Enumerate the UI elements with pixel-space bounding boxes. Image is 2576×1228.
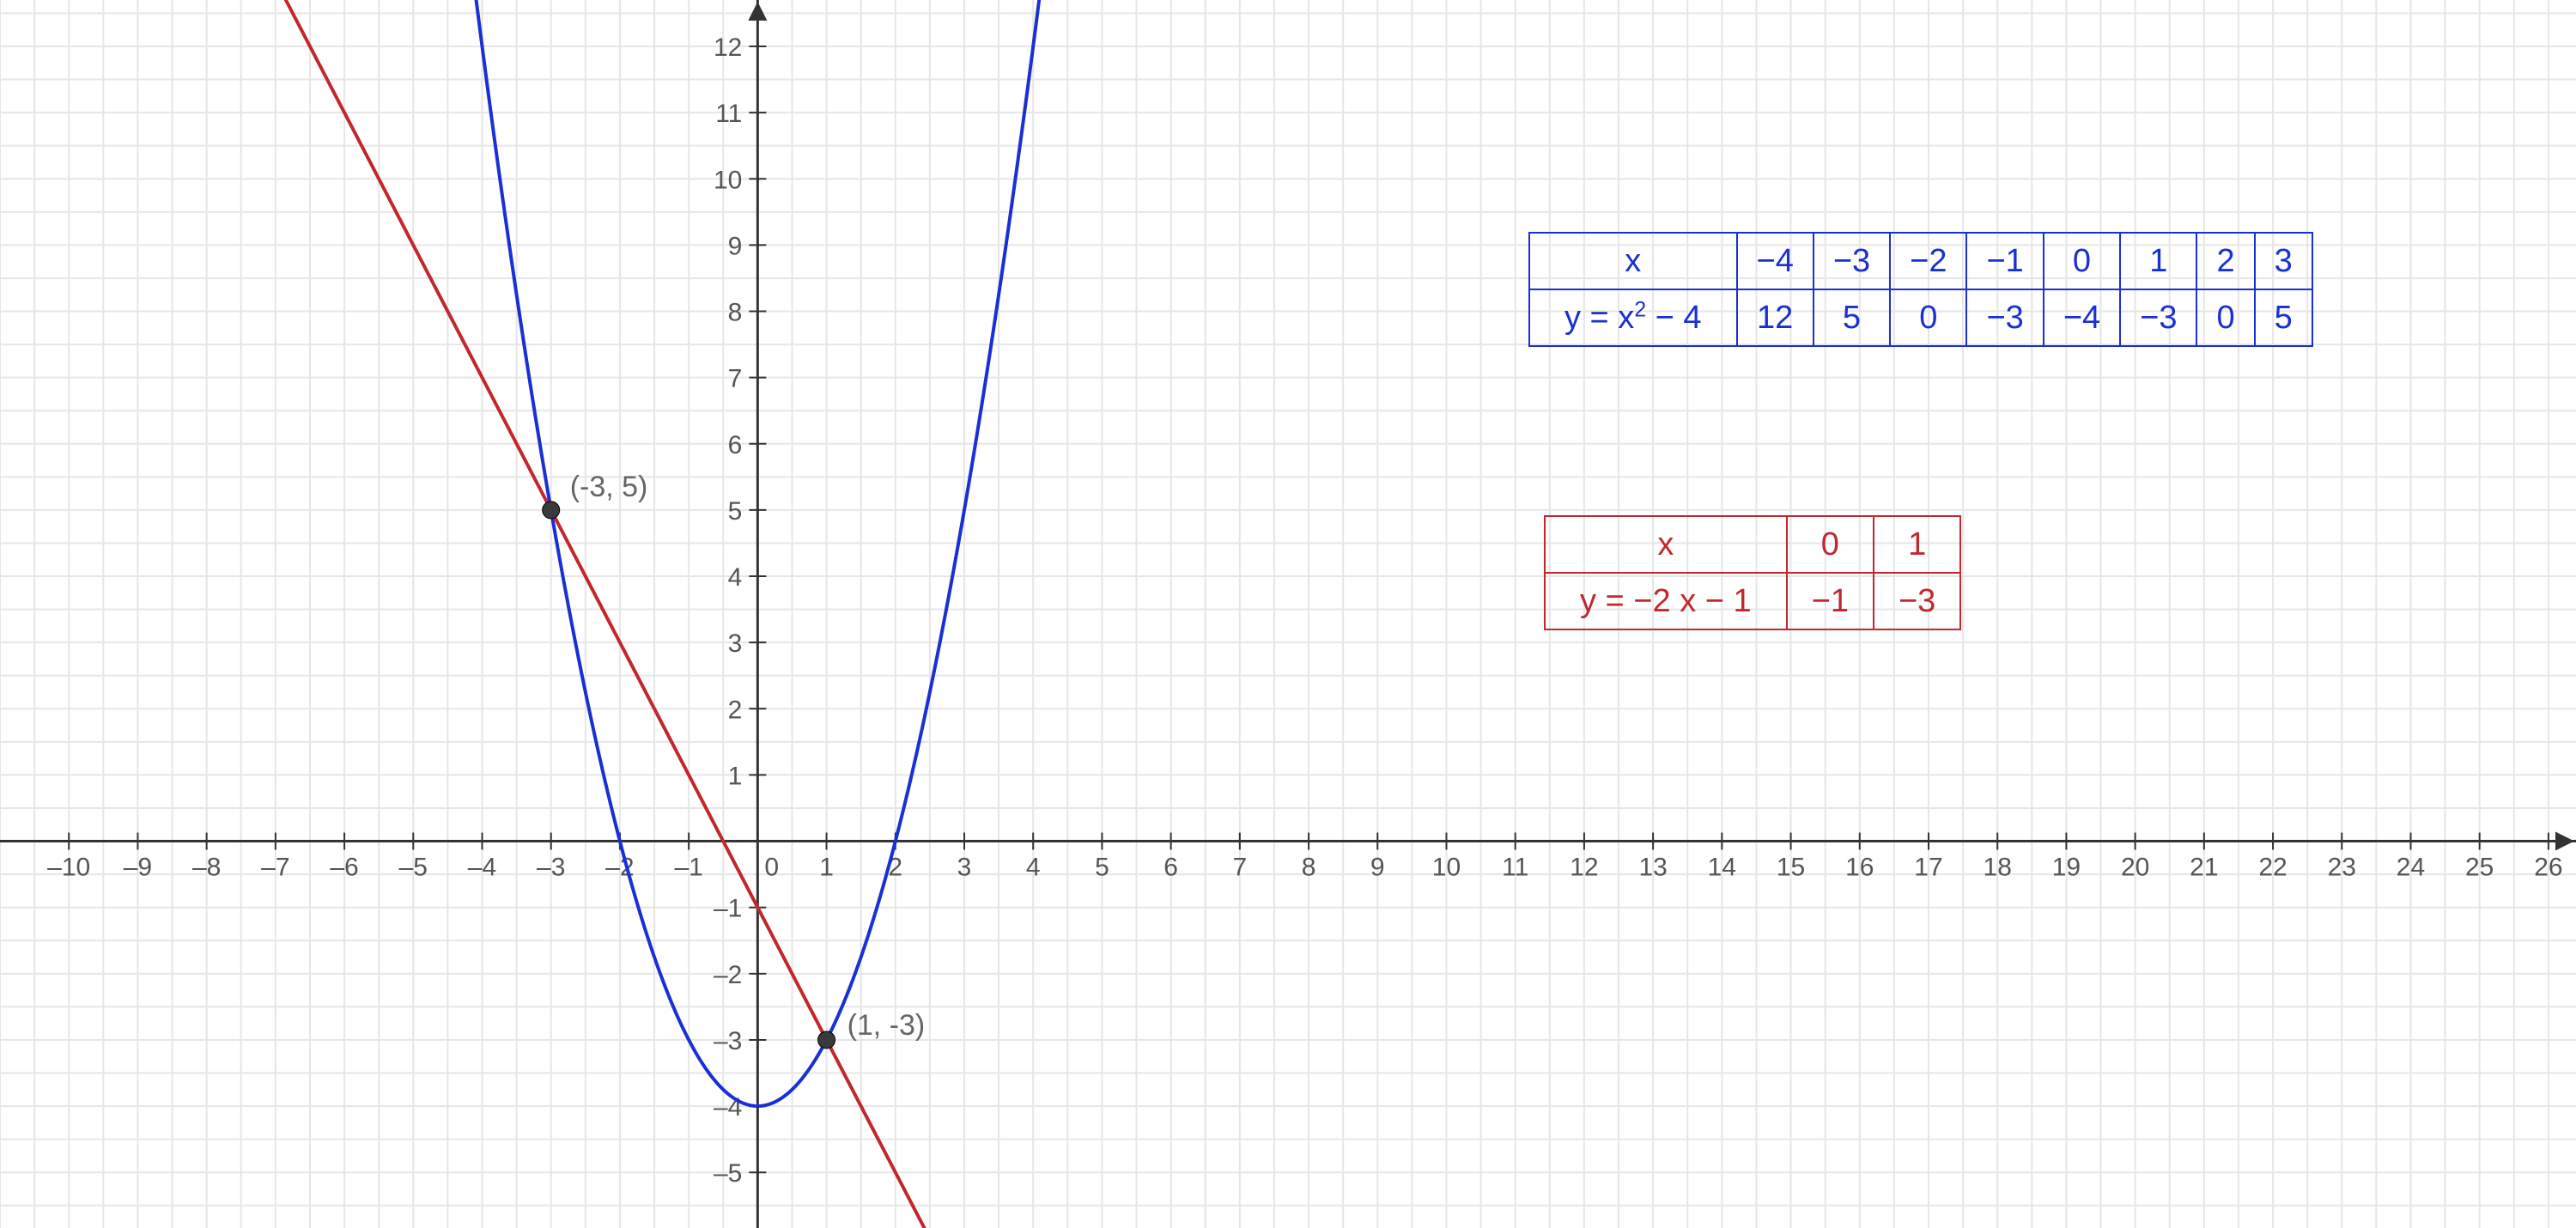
x-tick-label: –5 xyxy=(399,854,428,882)
x-tick-label: 10 xyxy=(1432,854,1461,882)
x-tick-label: 4 xyxy=(1026,854,1041,882)
table-header-y: y = −2 x − 1 xyxy=(1545,573,1787,629)
x-tick-label: 24 xyxy=(2397,854,2425,882)
x-tick-label: –3 xyxy=(537,854,565,882)
x-tick-label: 1 xyxy=(819,854,834,882)
y-tick-label: –5 xyxy=(714,1159,742,1188)
x-tick-label: 16 xyxy=(1845,854,1874,882)
x-tick-label: 3 xyxy=(957,854,972,882)
y-tick-label: –4 xyxy=(714,1093,742,1122)
y-tick-label: 4 xyxy=(728,563,743,592)
y-tick-label: –3 xyxy=(714,1027,742,1055)
x-tick-label: 8 xyxy=(1302,854,1316,882)
line-value-table: x01 y = −2 x − 1−1−3 xyxy=(1544,515,1961,630)
x-tick-label: 17 xyxy=(1914,854,1942,882)
table-cell-y: 12 xyxy=(1737,289,1814,346)
x-tick-label: –8 xyxy=(192,854,221,882)
y-tick-label: –1 xyxy=(714,895,742,923)
y-tick-label: 8 xyxy=(728,299,743,327)
y-tick-label: 2 xyxy=(728,696,743,724)
y-tick-label: 6 xyxy=(728,431,743,459)
x-tick-label: 7 xyxy=(1233,854,1248,882)
table-cell-y: 0 xyxy=(1890,289,1966,346)
intersection-point xyxy=(543,502,560,519)
x-tick-label: 5 xyxy=(1095,854,1109,882)
x-tick-label: –1 xyxy=(674,854,702,882)
table-cell-x: −2 xyxy=(1890,233,1966,289)
table-cell-x: −3 xyxy=(1814,233,1890,289)
table-cell-x: −4 xyxy=(1737,233,1814,289)
x-tick-label: 26 xyxy=(2534,854,2562,882)
x-tick-label: 22 xyxy=(2258,854,2287,882)
table-cell-y: −3 xyxy=(1966,289,2043,346)
x-tick-label: 9 xyxy=(1370,854,1385,882)
table-cell-x: 3 xyxy=(2255,233,2312,289)
y-tick-label: 11 xyxy=(715,100,742,128)
table-cell-y: −1 xyxy=(1787,573,1874,629)
x-tick-label: 18 xyxy=(1984,854,2012,882)
x-tick-label: 15 xyxy=(1777,854,1805,882)
table-cell-y: 0 xyxy=(2196,289,2254,346)
x-tick-label: 14 xyxy=(1708,854,1736,882)
table-header-x: x xyxy=(1529,233,1737,289)
x-tick-label: –7 xyxy=(261,854,289,882)
y-tick-label: 9 xyxy=(728,232,743,260)
y-tick-label: 7 xyxy=(728,365,743,393)
x-tick-label: 11 xyxy=(1502,854,1528,882)
table-cell-x: 1 xyxy=(1874,516,1960,573)
x-tick-label: 12 xyxy=(1570,854,1598,882)
x-tick-label: 21 xyxy=(2190,854,2218,882)
intersection-point-label: (-3, 5) xyxy=(570,471,648,503)
plot-bg xyxy=(0,0,2576,1228)
table-cell-y: 5 xyxy=(1814,289,1890,346)
table-header-y: y = x2 − 4 xyxy=(1529,289,1737,346)
x-tick-label: –6 xyxy=(330,854,358,882)
table-cell-y: −3 xyxy=(2120,289,2196,346)
intersection-point-label: (1, -3) xyxy=(848,1009,926,1042)
y-tick-label: 12 xyxy=(714,33,742,62)
table-cell-x: 1 xyxy=(2120,233,2196,289)
table-cell-x: 0 xyxy=(2044,233,2120,289)
table-cell-y: −3 xyxy=(1874,573,1960,629)
table-header-x: x xyxy=(1545,516,1787,573)
coordinate-plane: –10–9–8–7–6–5–4–3–2–11234567891011121314… xyxy=(0,0,2576,1228)
x-tick-label: 23 xyxy=(2328,854,2356,882)
y-tick-label: 5 xyxy=(728,497,743,526)
intersection-point xyxy=(818,1031,835,1049)
x-tick-label: 19 xyxy=(2052,854,2081,882)
y-tick-label: –2 xyxy=(714,961,742,989)
x-tick-label: 20 xyxy=(2121,854,2149,882)
x-tick-label: –4 xyxy=(468,854,496,882)
x-tick-label: 25 xyxy=(2465,854,2494,882)
x-tick-label: –9 xyxy=(124,854,152,882)
x-tick-label: 13 xyxy=(1638,854,1667,882)
y-tick-label: 3 xyxy=(728,629,743,658)
parabola-value-table: x−4−3−2−10123y = x2 − 41250−3−4−305 xyxy=(1528,232,2313,347)
graph-container: –10–9–8–7–6–5–4–3–2–11234567891011121314… xyxy=(0,0,2576,1228)
x-tick-label: 6 xyxy=(1163,854,1178,882)
x-tick-label: –10 xyxy=(47,854,90,882)
y-tick-label: 10 xyxy=(714,166,742,194)
table-cell-x: −1 xyxy=(1966,233,2043,289)
table-cell-x: 0 xyxy=(1787,516,1874,573)
table-cell-y: 5 xyxy=(2255,289,2312,346)
origin-label: 0 xyxy=(764,854,779,882)
table-cell-y: −4 xyxy=(2044,289,2120,346)
table-cell-x: 2 xyxy=(2196,233,2254,289)
y-tick-label: 1 xyxy=(728,762,743,790)
